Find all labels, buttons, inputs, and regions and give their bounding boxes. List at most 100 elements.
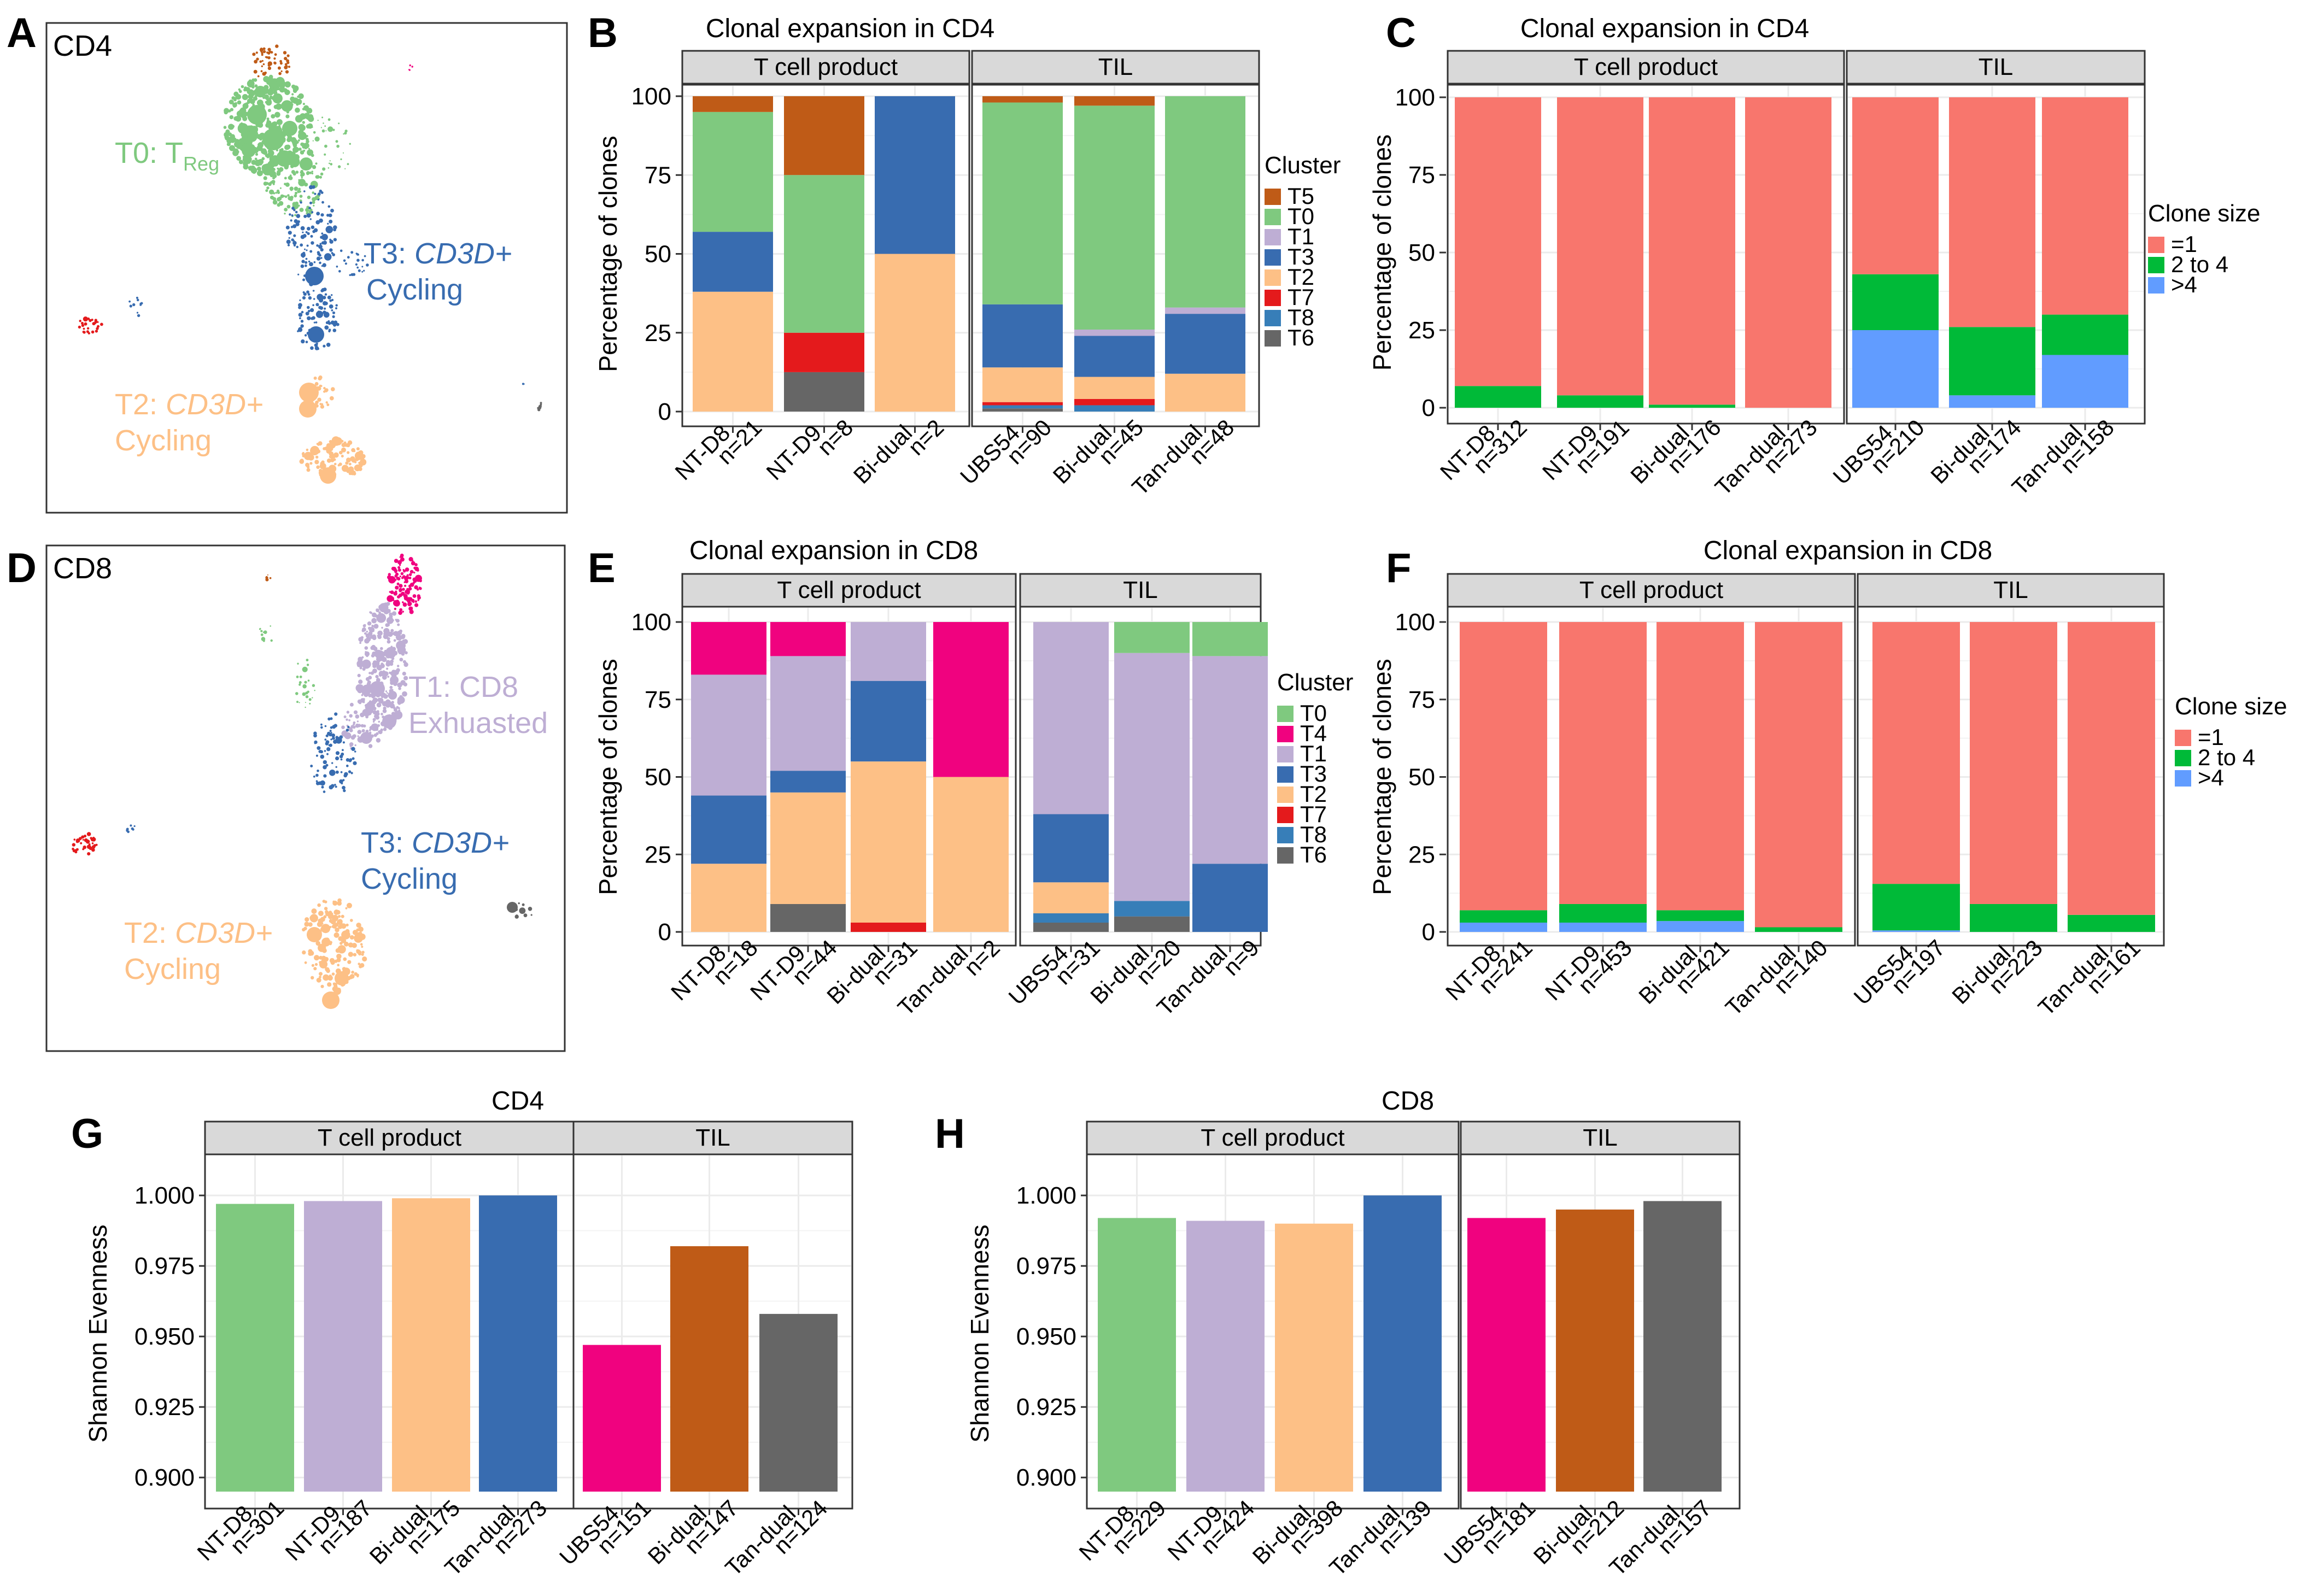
- umap-point-T3: [313, 228, 318, 232]
- umap-point-T0: [294, 214, 297, 216]
- umap-point-T3: [346, 729, 349, 732]
- umap-point-T4: [409, 609, 414, 614]
- umap-point-T0: [267, 99, 272, 104]
- bar-segment-T7: [1074, 398, 1155, 406]
- umap-point-T4: [387, 575, 391, 580]
- y-tick-label: 50: [645, 241, 671, 268]
- umap-point-T3: [330, 784, 335, 788]
- umap-point-T2: [317, 941, 320, 944]
- facet-label: TIL: [1123, 577, 1158, 603]
- umap-point-T0: [306, 144, 309, 147]
- umap-point-T3: [307, 293, 311, 296]
- umap-point-T3: [326, 747, 331, 752]
- y-tick-label: 0.925: [134, 1394, 195, 1421]
- umap-point-T4: [408, 577, 412, 579]
- umap-point-T6: [528, 907, 532, 911]
- umap-point-T0: [297, 99, 301, 103]
- umap-point-T0: [254, 97, 257, 101]
- y-axis-label: Shannon Evenness: [965, 1225, 994, 1443]
- y-tick-label: 100: [1395, 84, 1435, 111]
- umap-point-T3: [301, 339, 305, 344]
- umap-point-T4: [389, 591, 391, 593]
- umap-point-T2: [309, 951, 314, 956]
- umap-point-T2: [354, 934, 363, 943]
- facet-label: T cell product: [1574, 54, 1718, 80]
- facet-strip: [1447, 573, 1856, 608]
- umap-point-T4: [394, 607, 396, 611]
- chart-title: Clonal expansion in CD8: [689, 536, 978, 565]
- umap-point-T3: [308, 309, 311, 313]
- umap-point-T3: [344, 772, 348, 777]
- umap-point-T3: [299, 317, 301, 320]
- bar-segment-T5: [693, 96, 773, 112]
- umap-point-T4: [399, 564, 401, 566]
- umap-point-T0: [299, 681, 302, 684]
- umap-point-T2: [325, 401, 328, 404]
- umap-point-T0: [266, 155, 270, 159]
- umap-point-T1: [387, 639, 391, 644]
- umap-point-T3: [329, 299, 332, 302]
- legend-swatch-T6: [1265, 330, 1281, 347]
- umap-point-T3: [320, 754, 325, 759]
- umap-point-T5: [267, 56, 271, 60]
- umap-point-T0: [299, 676, 302, 678]
- umap-point-T4: [413, 601, 414, 603]
- umap-point-T3: [353, 761, 357, 765]
- umap-point-T3: [136, 312, 139, 314]
- umap-point-T0: [302, 684, 307, 689]
- umap-point-T5: [277, 66, 281, 70]
- umap-point-T2: [358, 952, 362, 956]
- umap-point-T4: [402, 575, 406, 579]
- bar-segment-T1: [1074, 329, 1155, 336]
- umap-point-T0: [294, 194, 297, 198]
- umap-point-T7: [75, 840, 79, 843]
- umap-point-T0: [294, 186, 299, 191]
- umap-point-T0: [247, 80, 255, 88]
- umap-point-T2: [329, 926, 332, 929]
- umap-point-T0: [306, 664, 309, 666]
- umap-point-T2: [309, 462, 313, 465]
- umap-point-T0: [270, 174, 273, 178]
- umap-point-T3: [311, 316, 314, 320]
- umap-point-T0: [324, 153, 326, 156]
- umap-point-T3: [309, 185, 313, 190]
- umap-point-T2: [333, 982, 338, 987]
- umap-point-T3: [323, 240, 327, 245]
- umap-point-T7: [80, 842, 83, 844]
- y-tick-label: 0.975: [134, 1253, 195, 1280]
- umap-point-T0: [272, 174, 277, 178]
- umap-point-T1: [390, 646, 393, 648]
- umap-point-T4: [403, 570, 406, 573]
- facet-strip: [1019, 573, 1262, 608]
- umap-point-T0: [254, 84, 258, 88]
- umap-point-T3: [302, 278, 305, 281]
- umap-point-T4: [413, 571, 415, 574]
- umap-point-T3: [358, 269, 361, 272]
- umap-point-T1: [390, 629, 394, 632]
- umap-point-T5: [273, 61, 276, 64]
- umap-point-T2: [331, 972, 335, 976]
- umap-point-T0: [311, 172, 314, 175]
- bar-segment-T5: [982, 96, 1063, 103]
- facet-strip: [1857, 573, 2165, 608]
- umap-point-T3: [340, 758, 343, 761]
- umap-point-T0: [300, 150, 305, 155]
- umap-point-T7: [83, 327, 85, 330]
- umap-point-T3: [316, 256, 321, 261]
- bar-segment-2 to 4: [1755, 927, 1842, 932]
- umap-point-T7: [86, 832, 91, 836]
- umap-point-T3: [335, 766, 337, 768]
- umap-point-T4: [399, 576, 401, 578]
- umap-point-T0: [338, 122, 340, 125]
- umap-point-T3: [323, 774, 327, 778]
- bar-segment-=1: [1649, 97, 1735, 405]
- umap-point-T1: [358, 661, 363, 666]
- umap-point-T5: [280, 70, 283, 72]
- umap-point-T3: [306, 213, 311, 218]
- umap-point-T3: [136, 296, 138, 299]
- umap-point-T0: [260, 630, 263, 632]
- umap-point-T0: [274, 81, 277, 84]
- y-tick-label: 75: [645, 686, 671, 713]
- umap-point-T3: [327, 731, 331, 736]
- bar: [479, 1195, 557, 1492]
